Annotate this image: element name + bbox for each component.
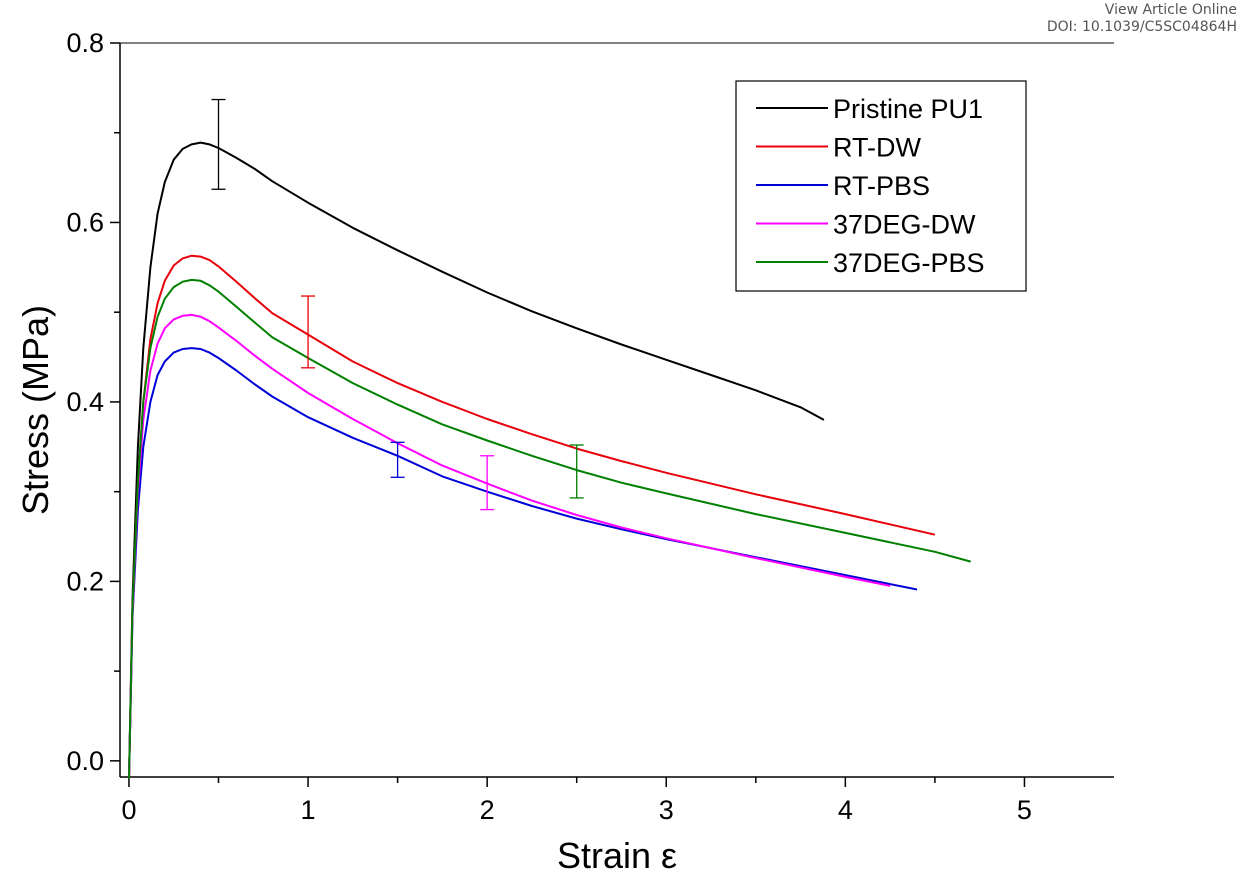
- series-line-rt-dw: [128, 254, 936, 779]
- y-axis-label: Stress (MPa): [15, 305, 56, 515]
- error-bar: [480, 455, 495, 511]
- legend-label: 37DEG-DW: [833, 210, 976, 240]
- doi-text: DOI: 10.1039/C5SC04864H: [1046, 19, 1237, 35]
- x-tick-label: 0: [121, 795, 136, 825]
- error-bar: [301, 295, 316, 369]
- x-tick-label: 1: [301, 795, 316, 825]
- error-bar: [390, 441, 405, 478]
- series-line-37deg-dw: [128, 313, 891, 779]
- x-tick-label: 3: [659, 795, 674, 825]
- y-tick-label: 0.2: [66, 566, 104, 596]
- legend-label: RT-PBS: [833, 171, 930, 201]
- x-tick-label: 2: [480, 795, 495, 825]
- axes: 0 1 2 3 4 5 0.0 0.2 0.4 0.6 0.8 Strain ε Stress (MPa…: [15, 28, 1114, 876]
- y-tick-label: 0.8: [66, 28, 104, 58]
- error-bar: [211, 98, 226, 190]
- view-article-online-link[interactable]: View Article Online: [1104, 2, 1237, 18]
- x-axis-label: Strain ε: [557, 835, 677, 876]
- y-tick-label: 0.4: [66, 387, 104, 417]
- series-line-pristine-pu1: [128, 141, 825, 779]
- series-lines: [128, 141, 971, 779]
- x-tick-label: 5: [1017, 795, 1032, 825]
- error-bars: [211, 98, 584, 511]
- error-bar: [569, 444, 584, 499]
- legend: Pristine PU1 RT-DW RT-PBS 37DEG-DW 37DEG-PBS: [735, 80, 1027, 292]
- y-tick-label: 0.6: [66, 207, 104, 237]
- legend-label: Pristine PU1: [833, 94, 983, 124]
- x-tick-label: 4: [838, 795, 853, 825]
- legend-label: 37DEG-PBS: [833, 248, 985, 278]
- legend-label: RT-DW: [833, 133, 922, 163]
- series-line-37deg-pbs: [128, 278, 971, 779]
- y-tick-label: 0.0: [66, 746, 104, 776]
- series-line-rt-pbs: [128, 347, 918, 779]
